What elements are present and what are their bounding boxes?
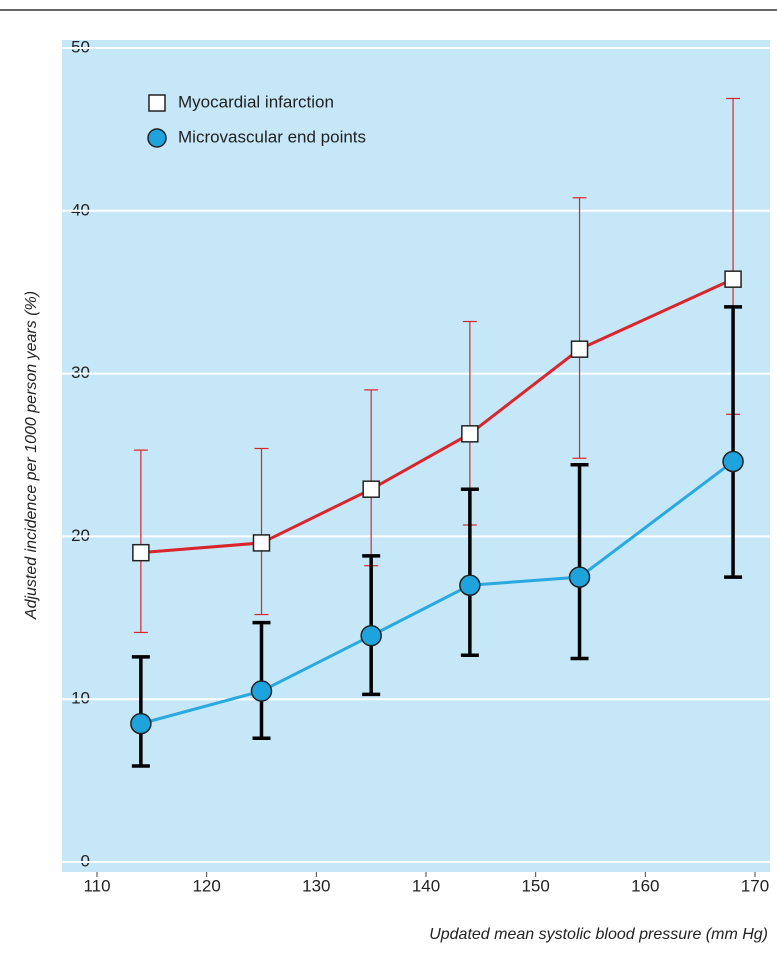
series-line	[140, 460, 734, 726]
x-tick-label: 140	[412, 876, 440, 895]
marker	[570, 340, 589, 358]
legend-label: Microvascular end points	[178, 127, 366, 146]
x-tick-label: 120	[192, 876, 220, 895]
error-bar	[570, 463, 589, 661]
legend-label: Myocardial infarction	[178, 92, 334, 111]
x-tick-label: 170	[741, 876, 769, 895]
error-bar	[133, 449, 148, 634]
series-line	[140, 277, 734, 555]
y-tick-label: 40	[71, 200, 90, 219]
error-bar	[254, 447, 269, 616]
marker	[568, 566, 591, 588]
x-axis-title: Updated mean systolic blood pressure (mm…	[429, 926, 768, 943]
marker	[459, 574, 481, 596]
y-axis-title: Adjusted incidence per 1000 person years…	[23, 291, 40, 620]
y-tick-label: 0	[81, 851, 90, 870]
x-tick-label: 130	[302, 876, 330, 895]
legend-marker	[147, 128, 167, 148]
x-tick-label: 110	[83, 876, 110, 895]
marker	[724, 270, 742, 288]
error-bar	[572, 197, 587, 459]
y-tick-label: 20	[71, 526, 90, 545]
plot-background	[62, 40, 770, 872]
marker	[722, 450, 744, 473]
y-tick-label: 30	[71, 363, 90, 382]
marker	[362, 480, 380, 498]
x-tick-label: 160	[631, 876, 659, 895]
legend-marker	[148, 94, 166, 112]
error-bar	[724, 305, 743, 579]
y-tick-label: 50	[71, 37, 90, 56]
marker	[252, 534, 271, 552]
marker	[250, 680, 273, 702]
marker	[360, 624, 382, 647]
y-tick-label: 10	[71, 689, 90, 708]
error-bar	[131, 655, 150, 768]
x-tick-label: 150	[521, 876, 549, 895]
error-bar	[460, 487, 479, 657]
marker	[130, 712, 152, 735]
marker	[461, 425, 479, 443]
marker	[132, 543, 150, 562]
